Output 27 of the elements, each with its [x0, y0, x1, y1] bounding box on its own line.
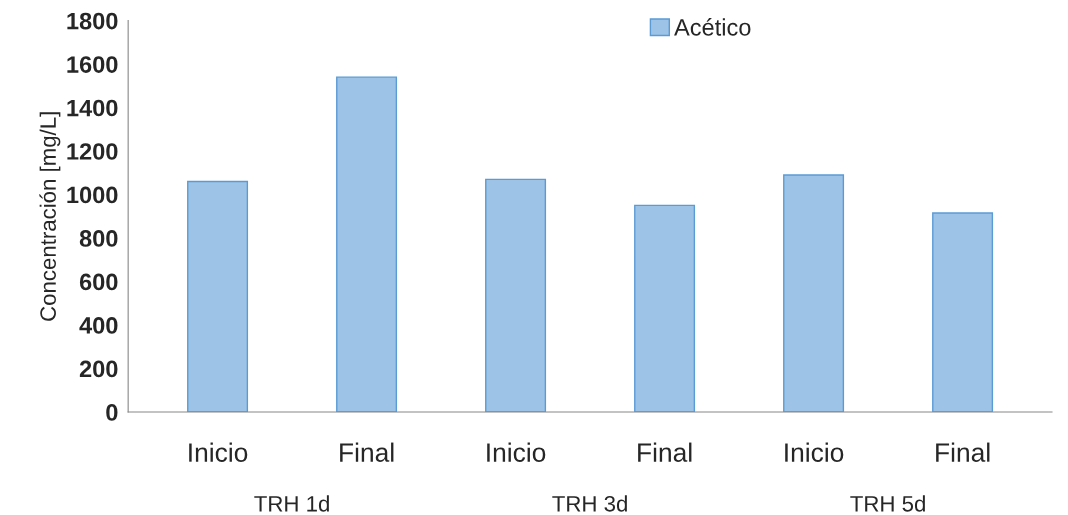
x-tick-label: Final	[638, 442, 692, 462]
x-tick-label: Inicio	[487, 442, 546, 462]
bar	[634, 204, 696, 412]
y-tick-label: 1000	[67, 186, 118, 204]
bar	[932, 212, 994, 412]
y-axis-title: Concentración [mg/L]	[39, 112, 61, 321]
y-tick-label: 1600	[67, 56, 118, 73]
bar	[336, 76, 398, 412]
x-tick-label: Final	[340, 442, 394, 462]
x-tick-label: Inicio	[189, 442, 248, 462]
text: TRH 5d	[850, 495, 925, 512]
y-tick-label: 1400	[67, 99, 118, 117]
bar	[485, 178, 547, 412]
bar	[187, 180, 249, 412]
legend-label: Acético	[674, 18, 751, 36]
y-tick-label: 800	[79, 230, 118, 247]
bar	[783, 174, 845, 412]
y-tick-label: 1800	[67, 12, 118, 30]
y-tick-label: 1200	[67, 143, 118, 160]
y-tick-label: 400	[79, 317, 118, 334]
y-tick-label: 0	[106, 404, 118, 421]
text: TRH 3d	[552, 495, 627, 512]
y-tick-label: 200	[79, 360, 118, 378]
text: TRH 1d	[254, 495, 329, 512]
x-tick-label: Final	[936, 442, 990, 462]
x-tick-label: Inicio	[785, 442, 844, 462]
y-tick-label: 600	[79, 273, 118, 291]
